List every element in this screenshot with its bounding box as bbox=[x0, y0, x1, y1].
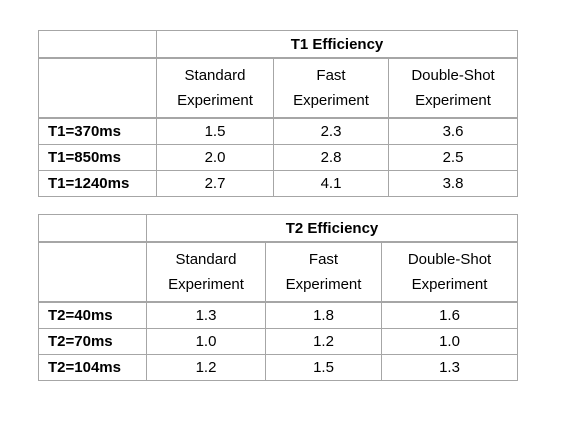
column-header: Fast Experiment bbox=[265, 241, 382, 303]
cell-value: 1.0 bbox=[380, 328, 519, 355]
row-label: T1=850ms bbox=[38, 144, 157, 171]
cell-value: 1.6 bbox=[380, 301, 519, 329]
table-title: T1 Efficiency bbox=[155, 30, 519, 59]
table-title: T2 Efficiency bbox=[145, 214, 519, 243]
cell-value: 1.2 bbox=[146, 354, 266, 381]
cell-value: 1.3 bbox=[380, 354, 519, 381]
cell-value: 3.6 bbox=[387, 117, 519, 145]
column-header: Fast Experiment bbox=[273, 57, 389, 119]
data-row: T1=850ms 2.0 2.8 2.5 bbox=[38, 144, 519, 171]
header-row: Standard Experiment Fast Experiment Double… bbox=[38, 241, 519, 303]
cell-value: 2.7 bbox=[156, 170, 274, 197]
title-row: T1 Efficiency bbox=[38, 30, 519, 59]
row-label: T2=70ms bbox=[38, 328, 147, 355]
empty-cell bbox=[38, 241, 147, 303]
cell-value: 1.5 bbox=[265, 354, 382, 381]
cell-value: 1.3 bbox=[146, 301, 266, 329]
empty-cell bbox=[38, 30, 157, 59]
empty-cell bbox=[38, 57, 157, 119]
header-row: Standard Experiment Fast Experiment Double… bbox=[38, 57, 519, 119]
empty-cell bbox=[38, 214, 147, 243]
cell-value: 1.2 bbox=[265, 328, 382, 355]
column-header: Double-Shot Experiment bbox=[387, 57, 519, 119]
cell-value: 2.0 bbox=[156, 144, 274, 171]
cell-value: 4.1 bbox=[273, 170, 389, 197]
efficiency-table: T1 Efficiency Standard Experiment Fast Exp… bbox=[38, 30, 519, 197]
cell-value: 1.5 bbox=[156, 117, 274, 145]
cell-value: 2.5 bbox=[387, 144, 519, 171]
cell-value: 3.8 bbox=[387, 170, 519, 197]
efficiency-table: T2 Efficiency Standard Experiment Fast Exp… bbox=[38, 214, 519, 381]
cell-value: 1.0 bbox=[146, 328, 266, 355]
row-label: T2=40ms bbox=[38, 301, 147, 329]
title-row: T2 Efficiency bbox=[38, 214, 519, 243]
data-row: T2=104ms 1.2 1.5 1.3 bbox=[38, 354, 519, 381]
row-label: T1=1240ms bbox=[38, 170, 157, 197]
column-header: Double-Shot Experiment bbox=[380, 241, 519, 303]
data-row: T1=1240ms 2.7 4.1 3.8 bbox=[38, 170, 519, 197]
data-row: T2=40ms 1.3 1.8 1.6 bbox=[38, 301, 519, 329]
cell-value: 2.8 bbox=[273, 144, 389, 171]
column-header: Standard Experiment bbox=[146, 241, 266, 303]
data-row: T2=70ms 1.0 1.2 1.0 bbox=[38, 328, 519, 355]
cell-value: 2.3 bbox=[273, 117, 389, 145]
row-label: T2=104ms bbox=[38, 354, 147, 381]
column-header: Standard Experiment bbox=[156, 57, 274, 119]
row-label: T1=370ms bbox=[38, 117, 157, 145]
data-row: T1=370ms 1.5 2.3 3.6 bbox=[38, 117, 519, 145]
cell-value: 1.8 bbox=[265, 301, 382, 329]
